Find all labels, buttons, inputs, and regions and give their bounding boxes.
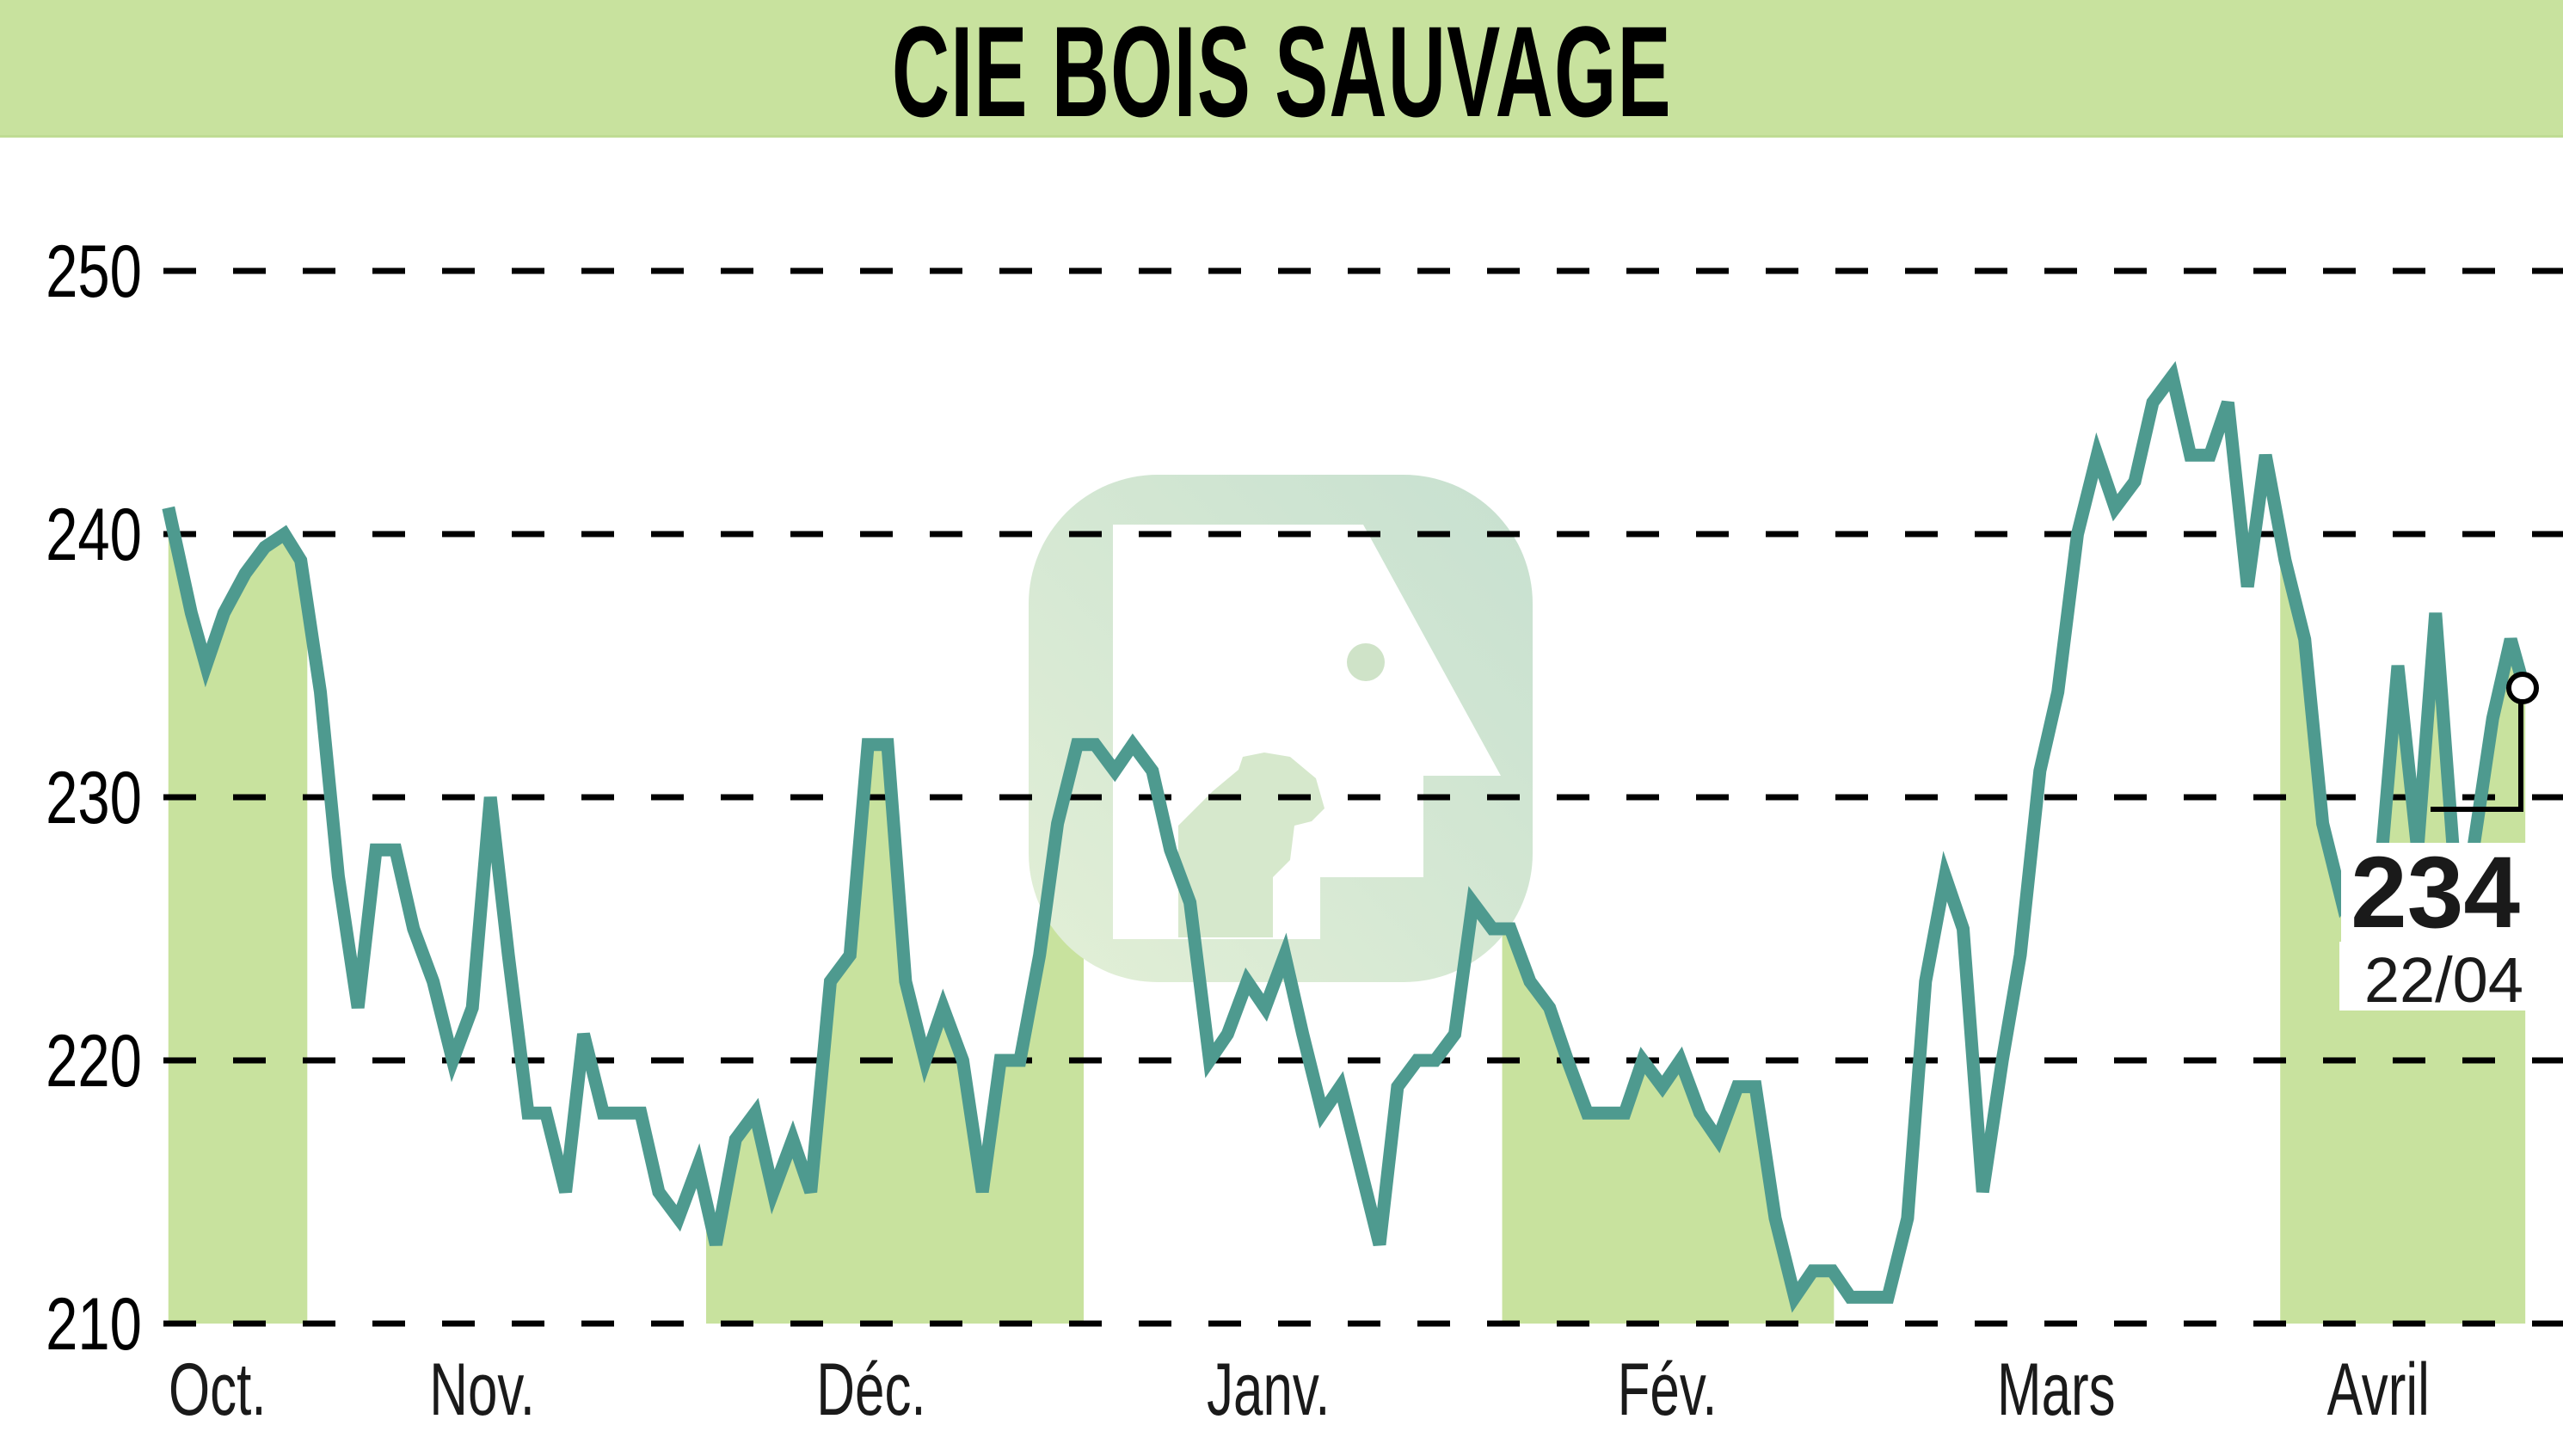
- price-line: [162, 360, 2532, 1313]
- month-band: [1502, 929, 1835, 1324]
- x-tick-label: Avril: [2327, 1348, 2430, 1430]
- y-axis-labels: 210 220 230 240 250: [46, 230, 142, 1366]
- last-value: 234: [2351, 836, 2520, 949]
- x-tick-label: Nov.: [429, 1348, 535, 1430]
- last-value-annotation: 234 22/04: [2339, 672, 2539, 1016]
- x-tick-label: Fév.: [1618, 1348, 1718, 1430]
- last-point-marker-icon: [2506, 672, 2539, 704]
- chart-title: CIE BOIS SAUVAGE: [891, 0, 1672, 144]
- x-tick-label: Déc.: [816, 1348, 925, 1430]
- x-tick-label: Mars: [1997, 1348, 2116, 1430]
- x-tick-label: Oct.: [169, 1348, 267, 1430]
- y-tick-label: 230: [46, 757, 142, 839]
- y-tick-label: 220: [46, 1020, 142, 1103]
- y-tick-label: 250: [46, 230, 142, 313]
- last-date: 22/04: [2364, 944, 2523, 1016]
- month-band: [168, 507, 308, 1324]
- x-tick-label: Janv.: [1207, 1348, 1330, 1430]
- logo-watermark-icon: [1029, 475, 1533, 982]
- chart-header: CIE BOIS SAUVAGE: [0, 0, 2563, 138]
- gridlines: [163, 267, 2563, 1327]
- y-tick-label: 240: [46, 494, 142, 576]
- x-axis-labels: Oct. Nov. Déc. Janv. Fév. Mars Avril: [169, 1348, 2430, 1430]
- y-tick-label: 210: [46, 1283, 142, 1366]
